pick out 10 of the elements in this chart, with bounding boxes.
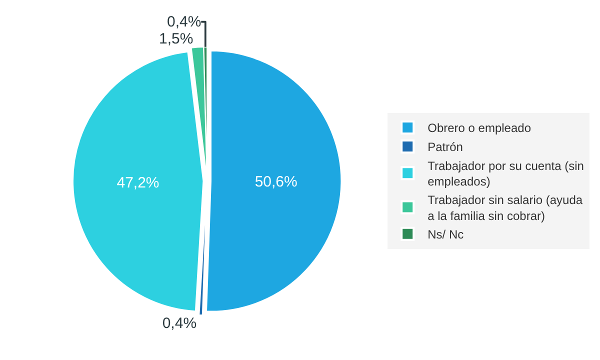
data-label: 0,4% <box>166 13 202 30</box>
legend-label: Ns/ Nc <box>428 228 464 242</box>
legend-label: Trabajador por su cuenta (sin empleados) <box>428 158 584 189</box>
legend-label: Obrero o empleado <box>428 121 532 136</box>
legend-label: Trabajador sin salario (ayuda a la familia sin cobrar) <box>428 193 583 223</box>
data-label: 0,4% <box>162 314 197 332</box>
data-label: 47,2% <box>116 174 160 192</box>
data-label: 50,6% <box>254 174 298 191</box>
data-label: 1,5% <box>158 30 194 48</box>
legend-label: Patrón <box>428 140 463 154</box>
